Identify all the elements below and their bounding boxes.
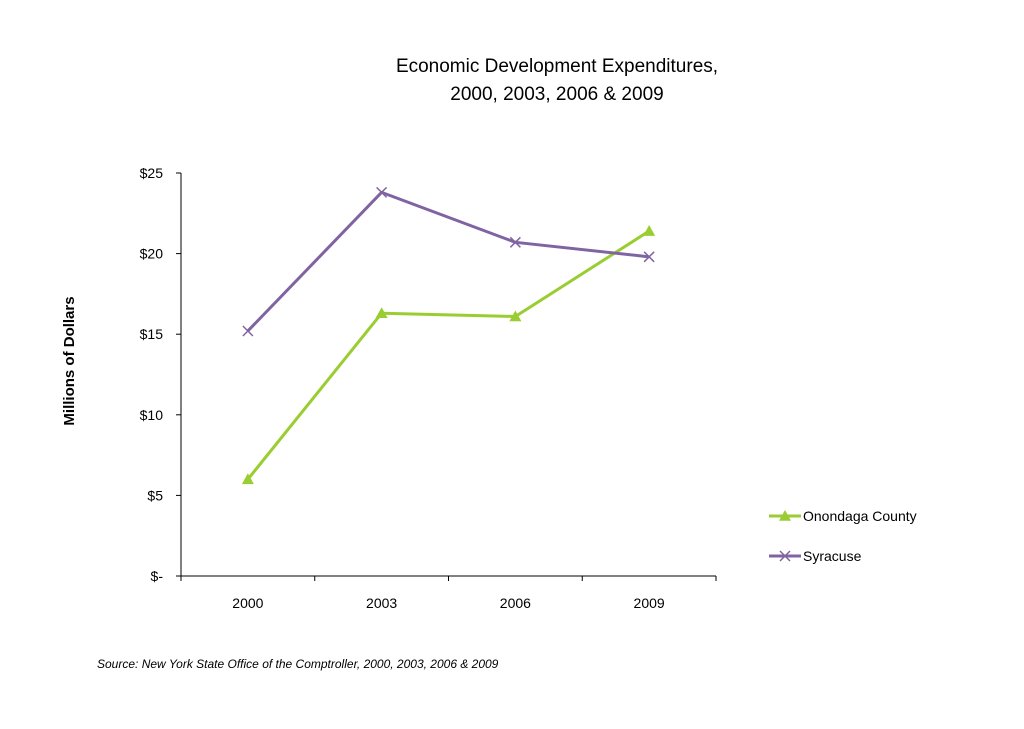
legend-marker-onondaga-county — [779, 510, 791, 521]
y-tick-label: $15 — [140, 326, 164, 342]
data-point-onondaga-county — [643, 225, 656, 236]
legend-label-onondaga-county: Onondaga County — [803, 508, 917, 524]
source-note: Source: New York State Office of the Com… — [97, 657, 499, 671]
chart-title-line-1: Economic Development Expenditures, — [396, 56, 718, 77]
x-tick-label: 2003 — [366, 595, 397, 611]
legend-marker-syracuse — [779, 550, 791, 562]
y-tick-label: $20 — [140, 246, 164, 262]
chart-title-line-2: 2000, 2003, 2006 & 2009 — [450, 84, 663, 105]
data-point-onondaga-county — [509, 310, 522, 322]
plot-area — [241, 186, 656, 485]
x-tick-labels: 2000 2003 2006 2009 — [232, 595, 665, 611]
y-tick-label: $5 — [147, 487, 163, 503]
data-point-syracuse — [643, 251, 655, 263]
x-tick-label: 2006 — [500, 595, 531, 611]
data-point-syracuse — [242, 325, 254, 337]
data-point-onondaga-county — [375, 307, 388, 319]
data-point-onondaga-county — [241, 473, 254, 485]
x-tick-label: 2009 — [634, 595, 665, 611]
data-point-syracuse — [376, 186, 388, 198]
y-tick-labels: $- $5 $10 $15 $20 $25 — [140, 165, 164, 584]
legend: Onondaga County Syracuse — [769, 508, 917, 564]
y-tick-label: $25 — [140, 165, 164, 181]
y-axis-title: Millions of Dollars — [61, 296, 78, 425]
legend-label-syracuse: Syracuse — [803, 548, 862, 564]
y-tick-label: $- — [151, 568, 164, 584]
series-line-syracuse — [246, 190, 650, 333]
series-line-onondaga-county — [246, 229, 650, 481]
y-tick-label: $10 — [140, 407, 164, 423]
axes — [176, 172, 717, 581]
x-tick-label: 2000 — [232, 595, 263, 611]
data-point-syracuse — [509, 236, 521, 248]
